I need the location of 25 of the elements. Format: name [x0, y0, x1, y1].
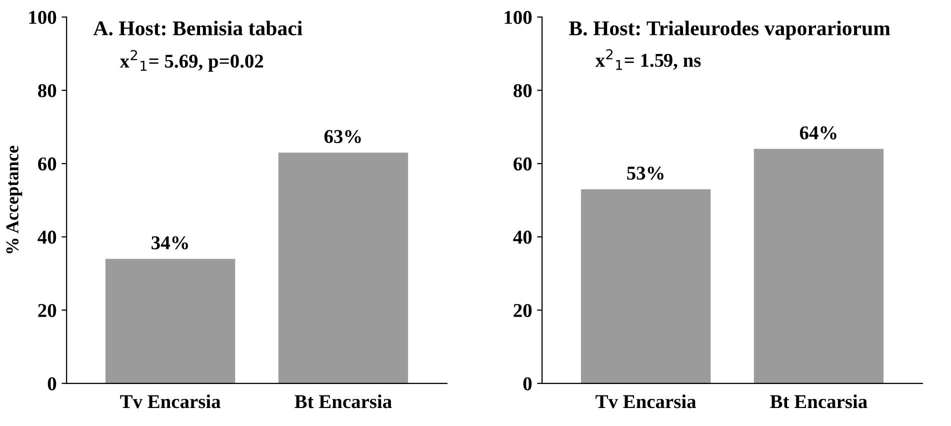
data-label: 64% [800, 126, 836, 140]
y-tick-label: 80 [514, 84, 532, 98]
y-tick-label: 40 [38, 230, 56, 244]
y-tick-label: 40 [513, 230, 532, 244]
y-tick-label: 80 [38, 84, 56, 98]
y-tick-label: 20 [38, 304, 56, 318]
data-label: 63% [324, 130, 361, 144]
y-tick-label: 100 [504, 10, 532, 24]
annotation: x$^{2}$$_{1}$= 1.59, ns [595, 49, 701, 70]
annotation: x$^{2}$$_{1}$= 5.69, p=0.02 [120, 50, 264, 72]
y-tick-label: 20 [514, 304, 532, 318]
y-axis-title: % Acceptance [6, 146, 22, 254]
x-tick-label: Tv Encarsia [120, 394, 221, 408]
y-tick-label: 0 [48, 377, 56, 390]
y-tick-label: 60 [38, 157, 56, 171]
chart-title: A. Host: Bemisia tabaci [93, 20, 302, 36]
x-tick-label: Tv Encarsia [596, 394, 696, 408]
y-tick-label: 60 [514, 157, 532, 171]
y-tick-label: 100 [29, 10, 56, 24]
x-tick-label: Bt Encarsia [294, 394, 392, 408]
chart-title: B. Host: Trialeurodes vaporariorum [569, 20, 890, 40]
y-tick-label: 0 [523, 377, 532, 390]
data-label: 53% [627, 166, 664, 180]
data-label: 34% [152, 236, 188, 250]
x-tick-label: Bt Encarsia [770, 394, 868, 408]
